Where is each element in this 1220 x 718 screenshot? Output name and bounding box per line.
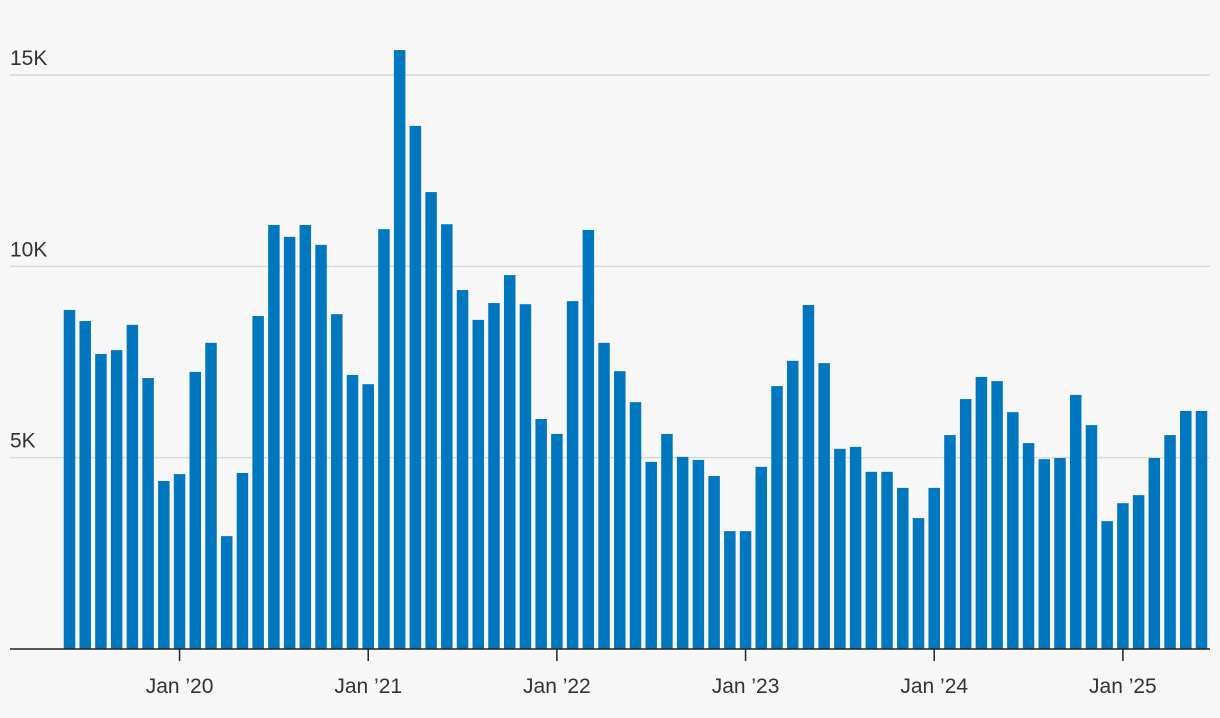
bar [283,236,296,649]
bar [708,476,720,649]
bar [110,350,123,649]
bar [881,471,893,649]
bar [614,371,626,649]
bar [991,381,1003,649]
bar [786,360,799,649]
y-tick-label: 5K [10,430,36,453]
bar [173,474,186,649]
bar [802,304,815,649]
bar [551,433,563,649]
bar [158,481,170,649]
bar [944,435,956,649]
bar [1069,394,1082,649]
bar [1195,410,1208,649]
bar [1148,458,1161,649]
bar [692,459,705,649]
bar [959,399,972,649]
bar [472,319,485,649]
bar [1117,503,1129,649]
y-tick-label: 15K [10,47,47,70]
bar [1007,412,1019,649]
bar [739,531,752,649]
bar [79,321,91,649]
bar [1180,410,1192,649]
bar [205,342,217,649]
bar [755,466,768,649]
x-tick-label: Jan ’24 [900,675,968,698]
bar [126,324,139,649]
bar [1038,459,1051,649]
bar [142,378,154,649]
bar [220,536,233,649]
bar [331,314,343,649]
bar [865,471,878,649]
bar [598,342,610,649]
bar [425,192,437,650]
bar [236,472,249,649]
bar [897,487,909,649]
bar [724,531,736,649]
bar [1085,425,1098,649]
bar [629,402,642,649]
bar [409,125,422,649]
bar [535,419,547,649]
x-tick-label: Jan ’25 [1089,675,1157,698]
bar [488,303,500,649]
bar [315,244,327,649]
bar [393,50,406,650]
bar [1054,458,1066,649]
bar [362,384,374,649]
bar [456,290,469,649]
bar [189,371,202,649]
bar [912,518,925,649]
bar [95,353,107,649]
bar [503,275,516,649]
bar [299,224,312,650]
bar [252,316,264,649]
x-tick-label: Jan ’20 [146,675,214,698]
bar [818,363,830,649]
bar [63,309,76,649]
bar [582,229,595,649]
bar [1022,443,1035,649]
bar [519,304,532,649]
bar [566,301,579,649]
bar [834,448,846,649]
bar [346,374,359,649]
bar [771,386,783,649]
bar [1101,521,1113,649]
x-tick-label: Jan ’23 [712,675,780,698]
bar [975,376,988,649]
bar [645,461,657,649]
bar [928,487,940,649]
bar [441,224,453,650]
x-tick-label: Jan ’22 [523,675,591,698]
bar [676,456,689,649]
y-tick-label: 10K [10,238,47,261]
bar [268,224,280,650]
bar [849,446,862,649]
x-tick-label: Jan ’21 [334,675,402,698]
bar [1132,495,1145,649]
bar [661,433,673,649]
bar [1164,435,1176,649]
bar [378,229,390,649]
